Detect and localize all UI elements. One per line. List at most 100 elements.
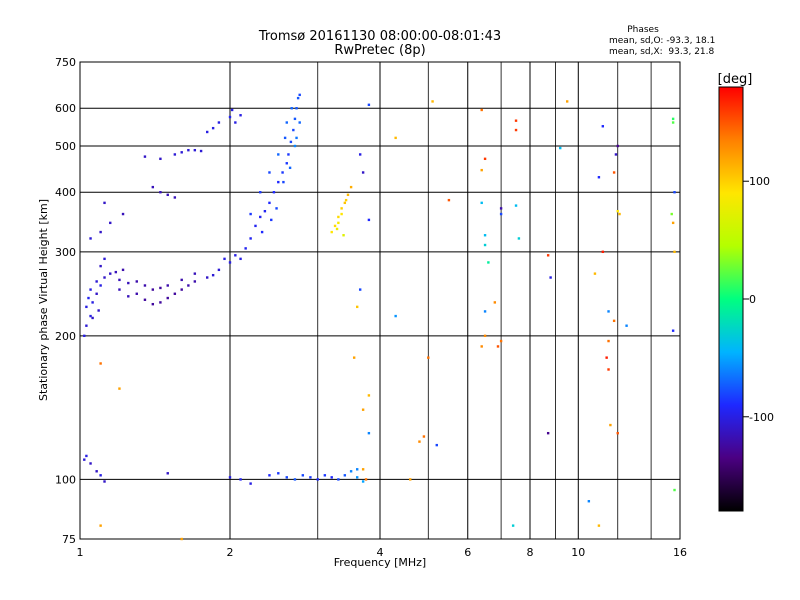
data-point (85, 324, 88, 327)
y-tick-label: 300 (55, 246, 76, 259)
phase-info-legend: Phases mean, sd,O: -93.3, 18.1 mean, sd,… (609, 25, 715, 57)
x-tick-label: 4 (377, 546, 384, 559)
data-point (367, 394, 371, 397)
data-point (295, 136, 298, 140)
x-tick-label: 16 (673, 546, 687, 559)
data-point (275, 207, 278, 210)
data-point (89, 314, 92, 318)
data-point (228, 476, 232, 479)
data-point (99, 524, 102, 527)
data-point (546, 431, 550, 435)
data-point (228, 115, 232, 119)
data-point (282, 180, 285, 184)
data-point (103, 257, 106, 261)
phase-info-title: Phases (627, 25, 659, 35)
y-tick-label: 500 (55, 140, 76, 153)
data-point (367, 431, 371, 435)
data-point (483, 243, 487, 247)
data-point (671, 221, 675, 225)
data-point (103, 480, 106, 483)
data-point (480, 345, 483, 348)
data-point (109, 272, 112, 275)
data-point (671, 329, 675, 332)
data-point (118, 288, 121, 291)
data-point (228, 261, 232, 264)
data-point (285, 476, 288, 479)
data-point (301, 474, 305, 477)
data-point (89, 237, 92, 240)
data-point (616, 144, 619, 148)
phase-info-x: mean, sd,X: 93.3, 21.8 (609, 47, 715, 57)
data-point (335, 227, 339, 231)
data-point (211, 126, 215, 130)
data-point (349, 470, 353, 473)
data-point (249, 212, 252, 216)
data-point (166, 296, 169, 300)
data-point (293, 144, 297, 148)
data-point (127, 281, 130, 285)
data-point (344, 198, 348, 202)
data-point (499, 207, 503, 210)
data-point (180, 151, 183, 154)
data-point (298, 121, 301, 124)
data-point (173, 153, 177, 156)
data-point (625, 324, 628, 327)
data-point (418, 440, 421, 443)
x-tick-label: 8 (527, 546, 534, 559)
data-point (103, 276, 106, 279)
data-point (394, 314, 397, 318)
data-point (607, 310, 610, 313)
data-point (514, 119, 518, 122)
data-point (151, 302, 155, 306)
data-point (239, 478, 242, 481)
data-point (103, 201, 106, 205)
data-point (166, 472, 169, 475)
data-point (480, 108, 483, 112)
data-point (180, 278, 183, 282)
x-tick-label: 10 (571, 546, 585, 559)
data-point (499, 339, 503, 343)
data-point (99, 284, 102, 287)
data-point (83, 334, 86, 338)
data-point (135, 292, 138, 295)
data-point (616, 431, 619, 435)
data-point (283, 136, 287, 140)
data-point (95, 470, 98, 473)
data-point (352, 356, 356, 359)
data-point (367, 103, 371, 107)
data-point (612, 171, 616, 174)
data-point (270, 218, 273, 222)
data-point (249, 482, 252, 485)
data-point (349, 185, 353, 189)
data-point (346, 193, 350, 197)
data-point (135, 280, 138, 283)
data-point (337, 478, 340, 481)
data-point (616, 209, 619, 213)
data-point (193, 280, 197, 283)
data-point (355, 468, 359, 471)
data-point (480, 201, 483, 205)
data-point (483, 310, 487, 313)
x-tick-label: 1 (77, 546, 84, 559)
data-point (180, 537, 183, 541)
data-point (355, 305, 359, 309)
data-point (361, 480, 365, 483)
data-point (187, 148, 190, 152)
y-tick-label: 400 (55, 186, 76, 199)
y-axis-label: Stationary phase Virtual Height [km] (37, 199, 50, 401)
data-point (673, 488, 676, 492)
data-point (422, 435, 426, 438)
x-axis: 1 2 4 6 8 10 16 (77, 546, 688, 559)
data-point (316, 478, 319, 481)
x-axis-label: Frequency [MHz] (334, 556, 426, 569)
data-point (118, 387, 121, 390)
data-point (607, 339, 610, 343)
data-point (285, 121, 288, 124)
data-point (343, 201, 347, 205)
data-point (293, 117, 297, 121)
data-point (673, 250, 676, 254)
y-tick-label: 200 (55, 330, 76, 343)
data-point (609, 423, 612, 427)
data-point (342, 234, 345, 237)
data-point (159, 157, 162, 161)
